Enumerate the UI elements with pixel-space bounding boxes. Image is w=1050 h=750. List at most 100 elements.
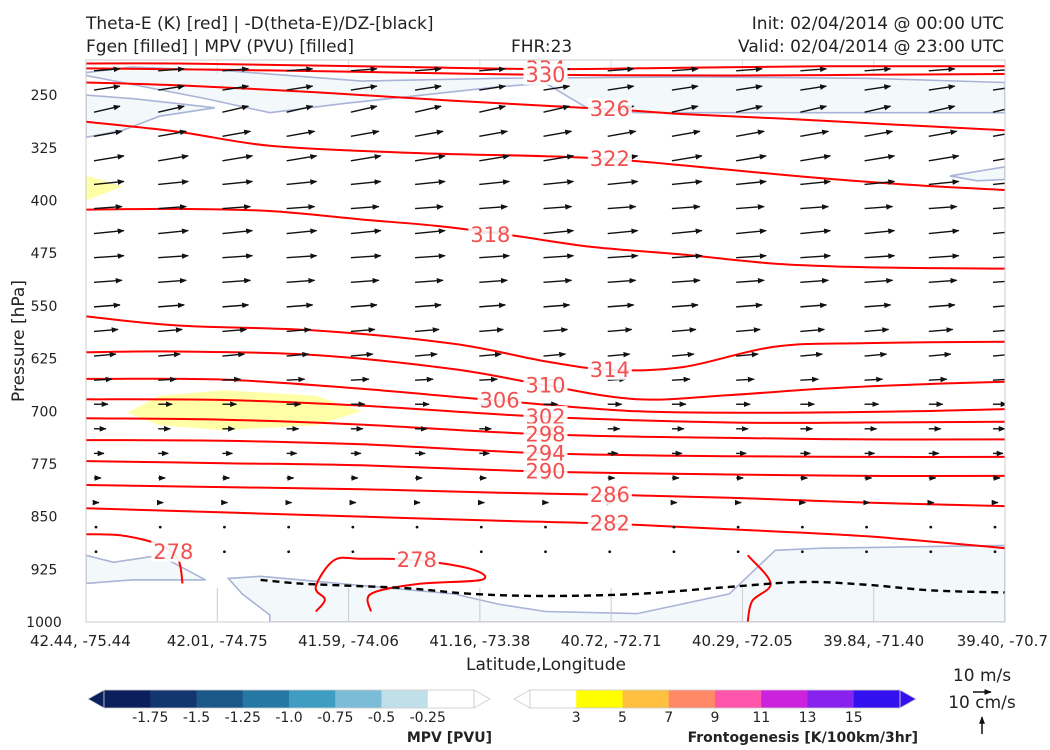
wind-vector [479, 129, 508, 137]
y-tick-label: 475 [31, 246, 58, 262]
wind-vector [350, 66, 378, 73]
wind-vector [928, 376, 948, 383]
wind-vector [993, 550, 997, 554]
wind-vector [864, 351, 888, 358]
forecast-hour: FHR:23 [511, 37, 573, 57]
wind-vector [479, 525, 483, 529]
wind-vector [93, 179, 125, 186]
x-tick-label: 41.59, -74.06 [298, 632, 399, 650]
fgen-colorbar-swatch [576, 690, 623, 708]
wind-vector [93, 228, 125, 235]
mpv-colorbar-tick-label: -1.75 [132, 710, 168, 726]
wind-vector [671, 277, 701, 284]
wind-vector [800, 204, 830, 210]
wind-vector [671, 253, 703, 259]
fgen-colorbar-tick-label: 7 [664, 710, 673, 726]
x-tick-label: 42.01, -74.75 [167, 632, 268, 650]
wind-vector [671, 302, 699, 309]
wind-vector [286, 302, 314, 309]
wind-vector [929, 525, 933, 529]
wind-vector [222, 228, 254, 235]
mpv-colorbar-tick-label: -0.75 [317, 710, 353, 726]
wind-vector [158, 66, 185, 73]
mpv-colorbar-swatch [381, 690, 429, 708]
wind-vector [543, 253, 575, 259]
wind-vector [736, 253, 767, 259]
wind-vector [543, 327, 569, 333]
wind-vector [671, 327, 697, 333]
wind-vector [415, 302, 442, 309]
wind-vector [672, 550, 676, 554]
wind-vector [736, 525, 740, 529]
wind-vector [479, 84, 506, 91]
contour-label-bg [587, 483, 632, 505]
wind-vector [928, 84, 956, 91]
wind-vector [350, 302, 378, 309]
x-axis-label: Latitude,Longitude [466, 655, 626, 675]
wind-vector [93, 351, 117, 358]
wind-vector [864, 154, 896, 162]
mpv-colorbar-tick-label: -0.5 [368, 710, 395, 726]
fgen-colorbar-label: Frontogenesis [K/100km/3hr] [688, 730, 918, 746]
wind-vector [222, 327, 248, 333]
wind-vector [864, 327, 890, 333]
mpv-region [949, 165, 1005, 182]
wind-vector [350, 228, 382, 235]
wind-vector [993, 525, 997, 529]
wind-vector [543, 277, 573, 284]
grid-lines [216, 60, 875, 622]
contour-label-bg [587, 98, 632, 120]
wind-vector [350, 84, 378, 91]
fgen-colorbar-swatch [853, 690, 901, 708]
y-tick-label: 700 [31, 404, 58, 420]
wind-vector [286, 129, 316, 137]
wind-vector [543, 154, 575, 162]
wind-vector [543, 104, 571, 113]
y-axis-label: Pressure [hPa] [9, 280, 29, 402]
wind-vector [93, 277, 123, 284]
fgen-colorbar-tick-label: 15 [845, 710, 863, 726]
mpv-colorbar-tick-label: -1.25 [225, 710, 261, 726]
wind-vector [992, 305, 1005, 308]
contour-label: 290 [525, 460, 565, 484]
y-tick-label: 325 [31, 141, 58, 157]
contour-label-bg [523, 460, 568, 482]
wind-vector [286, 327, 312, 333]
wind-vector [158, 327, 183, 333]
wind-vector [350, 204, 380, 210]
wind-vector [479, 351, 502, 358]
stability-contour-dashed [260, 578, 1005, 598]
wind-vector [607, 228, 639, 235]
wind-vector [800, 376, 820, 383]
x-tick-label: 40.29, -72.05 [692, 632, 793, 650]
y-tick-label: 850 [31, 510, 58, 526]
wind-vector [158, 351, 181, 358]
mpv-colorbar: -1.75 -1.5 -1.25 -1.0 -0.75 -0.5 -0.25 [87, 689, 491, 726]
wind-vector [286, 179, 318, 186]
mpv-colorbar-swatch [289, 690, 336, 708]
wind-vector [286, 253, 318, 259]
wind-vector [222, 66, 250, 73]
wind-vector [864, 277, 894, 284]
wind-vector [992, 280, 1005, 283]
wind-vector [479, 66, 506, 73]
wind-vector [543, 84, 571, 91]
wind-vector [543, 302, 571, 309]
wind-vector [736, 84, 763, 91]
wind-vector [350, 376, 370, 383]
wind-vector [350, 104, 378, 113]
wind-vector [158, 228, 189, 235]
contour-label: 282 [590, 512, 630, 536]
y-tick-label: 775 [31, 457, 58, 473]
wind-vector [607, 129, 637, 137]
contour-label-bg [523, 405, 568, 427]
contour-label-bg [523, 63, 568, 85]
y-tick-label: 925 [31, 562, 58, 578]
mpv-region [86, 554, 206, 585]
wind-vector [479, 277, 508, 284]
wind-vector [543, 129, 573, 137]
wind-vector [992, 69, 1005, 72]
contour-label-bg [523, 423, 568, 445]
wind-vector [928, 277, 958, 284]
mpv-colorbar-tick-label: -1.5 [183, 710, 210, 726]
